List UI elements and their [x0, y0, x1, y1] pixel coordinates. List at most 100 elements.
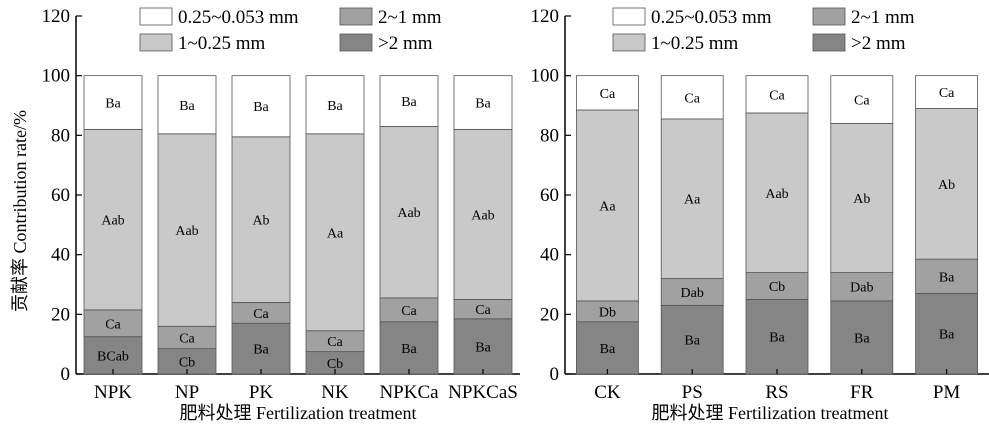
bar-segment-label: Ca	[253, 307, 269, 322]
bar-segment-label: Aab	[101, 214, 124, 229]
bar-segment	[305, 133, 365, 332]
bar-segment-label: Ba	[401, 95, 417, 110]
bar-segment	[576, 109, 639, 302]
bar-segment-label: Ca	[684, 91, 700, 106]
y-tick-label: 0	[61, 364, 71, 385]
bar-segment-label: Ba	[475, 340, 491, 355]
y-tick-label: 20	[51, 304, 70, 325]
bar-segment-label: Ba	[854, 331, 870, 346]
bar-segment-label: Ba	[684, 334, 700, 349]
bar-segment	[915, 258, 978, 294]
bar-segment-label: Cb	[179, 355, 195, 370]
y-tick-label: 120	[42, 6, 71, 27]
legend-label: 0.25~0.053 mm	[651, 7, 772, 28]
bar-segment-label: Aab	[765, 187, 788, 202]
bar-segment	[830, 272, 894, 302]
bar-segment-label: Ab	[938, 178, 955, 193]
bar-segment-label: Aa	[327, 226, 344, 241]
bar-segment-label: Aa	[684, 193, 701, 208]
bar-segment	[453, 128, 513, 300]
x-category-label: RS	[765, 382, 788, 403]
bar-segment	[379, 125, 439, 299]
bar-segment	[830, 300, 894, 375]
bar-segment-label: Db	[599, 305, 616, 320]
x-category-label: PK	[249, 382, 274, 403]
bar-segment	[660, 118, 724, 279]
legend-swatch	[612, 33, 646, 52]
x-category-label: NPKCaS	[448, 382, 518, 403]
bar-segment	[305, 75, 365, 135]
bar-segment-label: Ba	[253, 343, 269, 358]
legend-swatch	[812, 7, 846, 26]
x-category-label: PM	[933, 382, 961, 403]
bar-segment	[830, 123, 894, 273]
bar-segment-label: Ba	[253, 100, 269, 115]
bar-segment	[157, 75, 217, 135]
legend-label: 1~0.25 mm	[651, 33, 739, 54]
bar-segment-label: Ca	[475, 303, 491, 318]
legend-swatch	[612, 7, 646, 26]
legend-label: >2 mm	[378, 33, 433, 54]
bar-segment-label: Ca	[179, 331, 195, 346]
bar-segment	[660, 75, 724, 120]
bar-segment-label: Ca	[401, 304, 417, 319]
bar-segment	[660, 304, 724, 375]
bar-segment	[379, 321, 439, 375]
bar-segment-label: Ba	[475, 97, 491, 112]
bar-segment-label: Ba	[769, 331, 785, 346]
legend-swatch	[139, 7, 173, 26]
x-category-label: NP	[175, 382, 199, 403]
legend-label: 2~1 mm	[378, 7, 442, 28]
bar-segment-label: Ba	[939, 328, 955, 343]
y-tick-label: 100	[531, 66, 560, 87]
bar-segment-label: Ab	[853, 192, 870, 207]
bar-segment	[83, 128, 143, 311]
bar-segment	[231, 136, 291, 303]
legend-swatch	[139, 33, 173, 52]
x-category-label: NK	[321, 382, 349, 403]
bar-segment-label: BCab	[97, 349, 129, 364]
legend-swatch	[812, 33, 846, 52]
bar-segment	[83, 75, 143, 130]
bar-segment-label: Aab	[471, 208, 494, 223]
x-category-label: CK	[594, 382, 621, 403]
bar-segment-label: Dab	[850, 281, 873, 296]
bar-segment-label: Ba	[179, 99, 195, 114]
bar-segment	[576, 75, 639, 111]
bar-segment-label: Ca	[769, 88, 785, 103]
y-tick-label: 100	[42, 66, 71, 87]
bar-segment	[915, 108, 978, 260]
bar-segment-label: Cb	[769, 280, 785, 295]
y-axis-title: 贡献率 Contribution rate/%	[10, 110, 30, 312]
x-axis-title: 肥料处理 Fertilization treatment	[180, 403, 417, 423]
x-category-label: PS	[682, 382, 703, 403]
x-category-label: NPKCa	[379, 382, 439, 403]
legend-swatch	[339, 33, 373, 52]
bar-segment	[576, 321, 639, 375]
y-tick-label: 20	[540, 304, 559, 325]
bar-segment-label: Ab	[252, 214, 269, 229]
x-axis-title: 肥料处理 Fertilization treatment	[652, 403, 889, 423]
bar-segment-label: Ca	[327, 335, 343, 350]
x-category-label: NPK	[94, 382, 132, 403]
bar-segment	[83, 309, 143, 338]
bar-segment	[231, 75, 291, 138]
x-category-label: FR	[850, 382, 874, 403]
bar-segment-label: Ca	[854, 94, 870, 109]
legend-label: >2 mm	[851, 33, 906, 54]
y-tick-label: 0	[550, 364, 560, 385]
bar-segment	[453, 75, 513, 130]
bar-segment-label: Ba	[401, 342, 417, 357]
bar-segment	[745, 75, 809, 114]
bar-segment-label: Ca	[600, 87, 616, 102]
legend-label: 1~0.25 mm	[178, 33, 266, 54]
legend-swatch	[339, 7, 373, 26]
bar-segment-label: Aab	[397, 206, 420, 221]
y-tick-label: 120	[531, 6, 560, 27]
bar-segment	[745, 112, 809, 273]
y-tick-label: 40	[540, 245, 559, 266]
bar-segment	[157, 133, 217, 327]
legend-label: 0.25~0.053 mm	[178, 7, 299, 28]
left-chart-panel: 0 20 40 60 80 100 120 BCab Ca Aab Ba NPK Cb Ca Aab Ba NP…	[10, 6, 520, 423]
